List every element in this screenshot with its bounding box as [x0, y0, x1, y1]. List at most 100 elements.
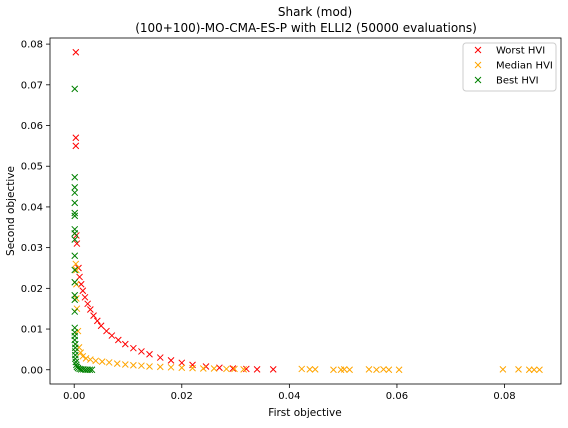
- data-point-median-hvi: [73, 266, 80, 274]
- data-point-median-hvi: [82, 355, 90, 362]
- data-point-median-hvi: [380, 365, 387, 373]
- data-point-median-hvi: [330, 366, 337, 374]
- data-point-median-hvi: [199, 365, 207, 372]
- data-point-worst-hvi: [156, 354, 164, 361]
- data-point-worst-hvi: [229, 365, 237, 372]
- data-point-median-hvi: [156, 363, 164, 371]
- data-point-worst-hvi: [76, 273, 83, 281]
- data-point-median-hvi: [130, 361, 137, 369]
- data-point-best-hvi: [71, 189, 79, 197]
- data-point-best-hvi: [71, 296, 79, 304]
- data-point-worst-hvi: [81, 293, 89, 301]
- data-point-worst-hvi: [114, 336, 122, 344]
- y-tick-label: 0.01: [21, 325, 43, 336]
- plot-area-frame: [49, 37, 562, 385]
- x-tick-label: 0.00: [63, 391, 85, 402]
- data-point-median-hvi: [346, 366, 353, 374]
- data-point-best-hvi: [86, 366, 94, 374]
- data-point-best-hvi: [71, 252, 79, 260]
- x-tick-label: 0.04: [278, 391, 300, 402]
- data-point-best-hvi: [71, 236, 79, 243]
- data-point-median-hvi: [240, 365, 247, 373]
- y-tick-label: 0.06: [21, 121, 43, 132]
- data-point-median-hvi: [167, 363, 175, 371]
- data-point-worst-hvi: [90, 312, 97, 319]
- data-point-best-hvi: [71, 308, 79, 315]
- data-point-median-hvi: [365, 365, 373, 373]
- data-point-worst-hvi: [216, 364, 223, 372]
- data-point-median-hvi: [86, 356, 94, 363]
- data-point-median-hvi: [373, 366, 380, 374]
- data-point-worst-hvi: [77, 280, 85, 288]
- data-point-median-hvi: [530, 366, 538, 374]
- x-tick-label: 0.02: [171, 391, 193, 402]
- data-point-median-hvi: [178, 364, 186, 372]
- legend-marker-median-hvi: [474, 61, 482, 69]
- x-tick-label: 0.06: [386, 391, 408, 402]
- data-point-median-hvi: [146, 363, 153, 370]
- data-point-median-hvi: [231, 365, 238, 373]
- data-point-median-hvi: [72, 260, 80, 268]
- data-point-worst-hvi: [108, 332, 116, 339]
- y-tick-label: 0.07: [21, 80, 43, 91]
- data-point-worst-hvi: [189, 361, 196, 369]
- data-point-median-hvi: [306, 365, 314, 373]
- legend-marker-worst-hvi: [474, 46, 482, 54]
- series-worst-hvi: [72, 48, 277, 373]
- data-point-worst-hvi: [72, 134, 80, 142]
- data-point-best-hvi: [71, 278, 79, 286]
- data-point-best-hvi: [71, 173, 79, 181]
- data-series: [71, 48, 543, 374]
- data-point-worst-hvi: [73, 240, 81, 247]
- series-best-hvi: [71, 85, 96, 374]
- data-point-best-hvi: [88, 366, 96, 374]
- data-point-worst-hvi: [97, 322, 105, 330]
- legend-markers: [474, 46, 482, 84]
- legend-label-best-hvi: Best HVI: [496, 76, 539, 87]
- data-point-median-hvi: [77, 349, 85, 357]
- data-point-median-hvi: [138, 362, 145, 370]
- data-point-median-hvi: [340, 365, 348, 373]
- data-point-median-hvi: [223, 365, 230, 373]
- y-axis-ticks: 0.00 0.01 0.02 0.03 0.04 0.05 0.06 0.07 0.08: [21, 40, 50, 376]
- legend-marker-best-hvi: [474, 76, 482, 84]
- data-point-median-hvi: [92, 357, 100, 365]
- chart-title-line-1: Shark (mod): [278, 5, 352, 19]
- data-point-median-hvi: [210, 365, 218, 372]
- legend-label-worst-hvi: Worst HVI: [496, 46, 545, 57]
- data-point-best-hvi: [71, 85, 79, 93]
- x-axis-ticks: 0.00 0.02 0.04 0.06 0.08: [63, 384, 516, 402]
- data-point-worst-hvi: [72, 48, 80, 56]
- y-tick-label: 0.02: [21, 284, 43, 295]
- data-point-median-hvi: [298, 365, 306, 373]
- x-tick-label: 0.08: [493, 391, 515, 402]
- data-point-median-hvi: [525, 366, 533, 374]
- data-point-worst-hvi: [242, 365, 250, 373]
- data-point-median-hvi: [98, 358, 106, 365]
- data-point-median-hvi: [105, 359, 113, 366]
- data-point-worst-hvi: [121, 340, 129, 348]
- legend: Worst HVI Median HVI Best HVI: [462, 42, 557, 92]
- data-point-median-hvi: [536, 366, 543, 374]
- data-point-median-hvi: [121, 361, 129, 368]
- data-point-median-hvi: [113, 360, 121, 368]
- data-point-median-hvi: [385, 366, 393, 374]
- data-point-worst-hvi: [103, 327, 110, 335]
- data-point-worst-hvi: [138, 348, 145, 355]
- data-point-best-hvi: [71, 230, 79, 237]
- data-point-median-hvi: [311, 365, 319, 373]
- chart-title-line-2: (100+100)-MO-CMA-ES-P with ELLI2 (50000 …: [135, 21, 477, 35]
- legend-label-median-hvi: Median HVI: [496, 61, 553, 72]
- data-point-median-hvi: [79, 352, 87, 360]
- data-point-worst-hvi: [253, 365, 261, 373]
- y-tick-label: 0.05: [21, 162, 43, 173]
- data-point-worst-hvi: [130, 344, 137, 352]
- data-point-best-hvi: [71, 266, 79, 274]
- y-tick-label: 0.08: [21, 40, 43, 51]
- data-point-best-hvi: [71, 212, 79, 220]
- data-point-best-hvi: [71, 209, 79, 217]
- y-tick-label: 0.03: [21, 243, 43, 254]
- data-point-worst-hvi: [72, 142, 80, 150]
- data-point-worst-hvi: [178, 359, 186, 367]
